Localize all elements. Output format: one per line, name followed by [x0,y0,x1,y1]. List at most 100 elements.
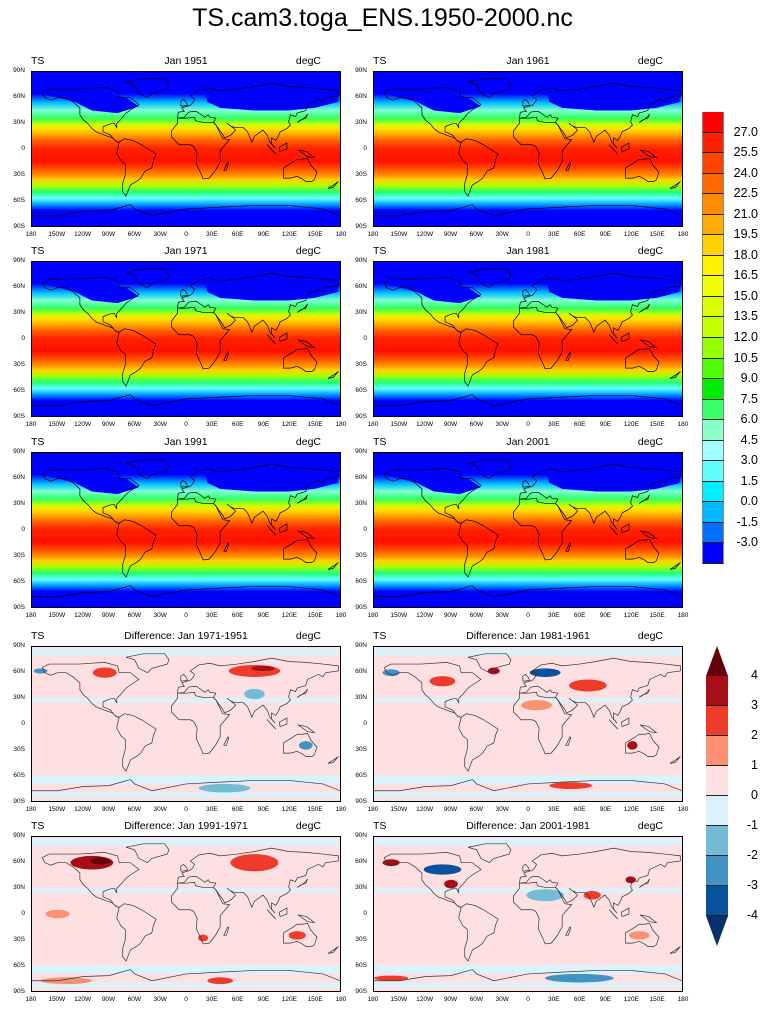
colorbar-swatch [702,255,724,277]
longitude-tick-label: 30E [206,231,218,238]
variable-label: TS [31,820,45,832]
coastline [296,494,308,504]
coastline [223,542,230,552]
latitude-tick-label: 90S [355,413,367,420]
colorbar-label: 4 [751,668,758,682]
colorbar-label: 16.5 [733,268,758,283]
map-panel-jan1951: Jan 1951 TS degC 90N 60N 30N 0 30S 60S 90S 180 150W… [1,55,346,245]
coastline [625,157,660,182]
latitude-tick-label: 60S [355,772,367,779]
longitude-tick-label: 60W [469,421,484,428]
latitude-tick-label: 90N [355,832,367,839]
colorbar-label: 24.0 [733,165,758,180]
units-label: degC [295,55,321,67]
coastline [374,585,682,598]
longitude-tick-label: 30E [206,612,218,619]
coastline [177,847,339,914]
colorbar-label: -4 [746,908,758,922]
longitude-tick-label: 0 [526,806,530,813]
longitude-tick-label: 60W [469,996,484,1003]
cold-land-region [382,468,481,495]
panel-title: Difference: Jan 1971-1951 [124,630,248,642]
latitude-tick-label: 30S [355,171,367,178]
anomaly-region [628,931,650,940]
coastline [116,903,157,962]
coastline [283,732,318,757]
coastline [297,530,316,540]
colorbar-label: -1 [746,818,758,832]
difference-band [32,775,340,784]
colorbar-swatch [702,481,724,503]
colorbar-swatch [702,235,724,256]
longitude-tick-label: 180 [335,996,347,1003]
coastline [327,181,339,189]
cold-land-region [40,87,139,114]
longitude-tick-label: 60E [231,612,244,619]
latitude-tick-label: 30S [355,361,367,368]
coastline [467,843,512,863]
difference-band [32,698,340,703]
longitude-tick-label: 150E [307,806,323,813]
map-panel-diff7151: Difference: Jan 1971-1951 TS degC 90N 60N 30N… [1,630,346,820]
colorbar-swatch [702,214,724,236]
latitude-tick-label: 90N [355,642,367,649]
colorbar-label: 6.0 [740,412,758,427]
longitude-tick-label: 90W [443,612,458,619]
longitude-tick-label: 120E [623,996,639,1003]
coastline [296,113,308,123]
latitude-tick-label: 0 [363,145,367,152]
latitude-tick-label: 30N [13,884,25,891]
coastline [223,926,230,936]
longitude-tick-label: 30W [153,612,167,619]
difference-band [374,965,682,974]
coastline [116,328,157,387]
anomaly-region [92,667,117,678]
figure-title: TS.cam3.toga_ENS.1950-2000.nc [192,4,573,32]
longitude-tick-label: 90W [101,612,116,619]
colorbar-min-triangle [706,916,728,946]
longitude-tick-label: 90W [101,996,116,1003]
coastline [522,98,531,107]
coastline [458,903,499,962]
coastline [638,113,650,123]
coastline [327,756,339,764]
latitude-tick-label: 60S [13,387,25,394]
longitude-tick-label: 120W [416,612,434,619]
coastline [639,149,658,159]
coastline [296,303,308,313]
longitude-tick-label: 90E [599,231,612,238]
variable-label: TS [373,630,387,642]
coastline [620,717,630,728]
coastline [180,479,189,488]
longitude-tick-label: 90E [599,996,612,1003]
cold-land-region [545,274,681,301]
coastline [638,878,650,888]
coastline [177,82,339,149]
coastline [609,334,619,345]
longitude-tick-label: 180 [677,996,689,1003]
coastline [522,863,531,872]
coastline [180,863,189,872]
longitude-tick-label: 30W [153,421,167,428]
coastline [125,459,170,479]
latitude-tick-label: 30S [13,171,25,178]
longitude-tick-label: 30E [206,421,218,428]
longitude-tick-label: 90W [443,806,458,813]
latitude-tick-label: 60S [13,772,25,779]
coastline [374,394,682,407]
coastline [565,926,572,936]
longitude-tick-label: 60E [573,612,586,619]
longitude-tick-label: 0 [526,612,530,619]
colorbar-label: 4.5 [740,432,758,447]
anomaly-region [526,889,564,902]
longitude-tick-label: 180 [677,231,689,238]
colorbar-swatch [702,296,724,318]
latitude-tick-label: 0 [363,335,367,342]
colorbar-swatch [702,173,724,195]
longitude-tick-label: 90W [101,806,116,813]
coastline [669,946,681,954]
colorbar-swatch [702,132,724,154]
coastline [522,673,531,682]
coastline [267,144,277,155]
latitude-tick-label: 90N [13,448,25,455]
